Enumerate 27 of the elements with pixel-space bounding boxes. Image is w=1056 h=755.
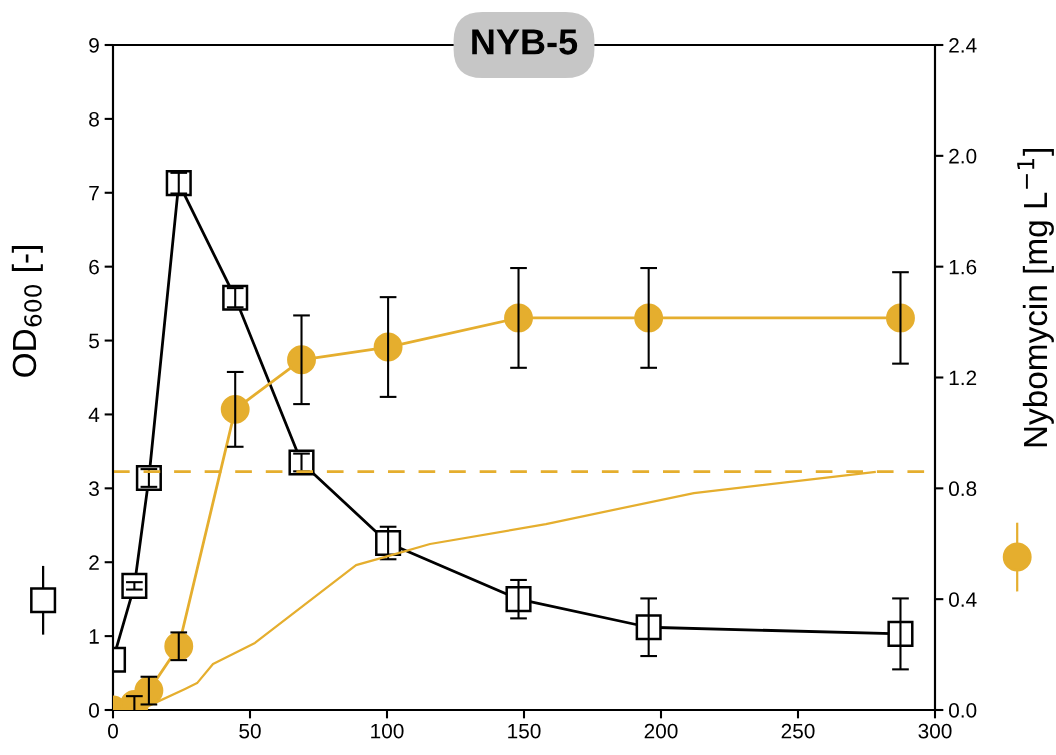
x-tick-label: 50 <box>239 723 261 739</box>
y-tick-label: 2 <box>89 555 99 570</box>
y-tick-label: 9 <box>89 38 99 53</box>
y2-tick-label: 0.0 <box>949 703 977 718</box>
y-tick-label: 8 <box>89 111 99 127</box>
y2-axis-title: Nybomycin [mg L$^{−1}$] <box>1017 149 1054 447</box>
y-axis-title: OD$_{600}$ [-] <box>11 246 43 377</box>
y-tick-label: 0 <box>89 703 99 718</box>
y-tick-label: 7 <box>89 185 99 201</box>
x-tick-label: 200 <box>644 723 678 739</box>
y2-tick-label: 0.8 <box>949 481 977 497</box>
x-tick-label: 150 <box>508 723 541 739</box>
y2-tick-label: 1.2 <box>949 370 977 386</box>
y-tick-label: 6 <box>89 259 99 275</box>
x-tick-label: 100 <box>371 723 404 739</box>
y2-tick-label: 1.6 <box>949 259 977 275</box>
y2-tick-label: 0.4 <box>949 592 977 607</box>
x-tick-label: 250 <box>781 723 815 739</box>
x-tick-label: 300 <box>918 723 952 739</box>
y2-tick-label: 2.4 <box>949 38 977 53</box>
chart-title: NYB-5 <box>472 29 578 55</box>
y-tick-label: 3 <box>89 481 99 497</box>
y-tick-label: 5 <box>89 333 99 349</box>
y2-tick-label: 2.0 <box>949 148 977 164</box>
y-tick-label: 4 <box>88 407 100 422</box>
x-tick-label: 0 <box>108 723 118 739</box>
y-tick-label: 1 <box>89 629 99 644</box>
